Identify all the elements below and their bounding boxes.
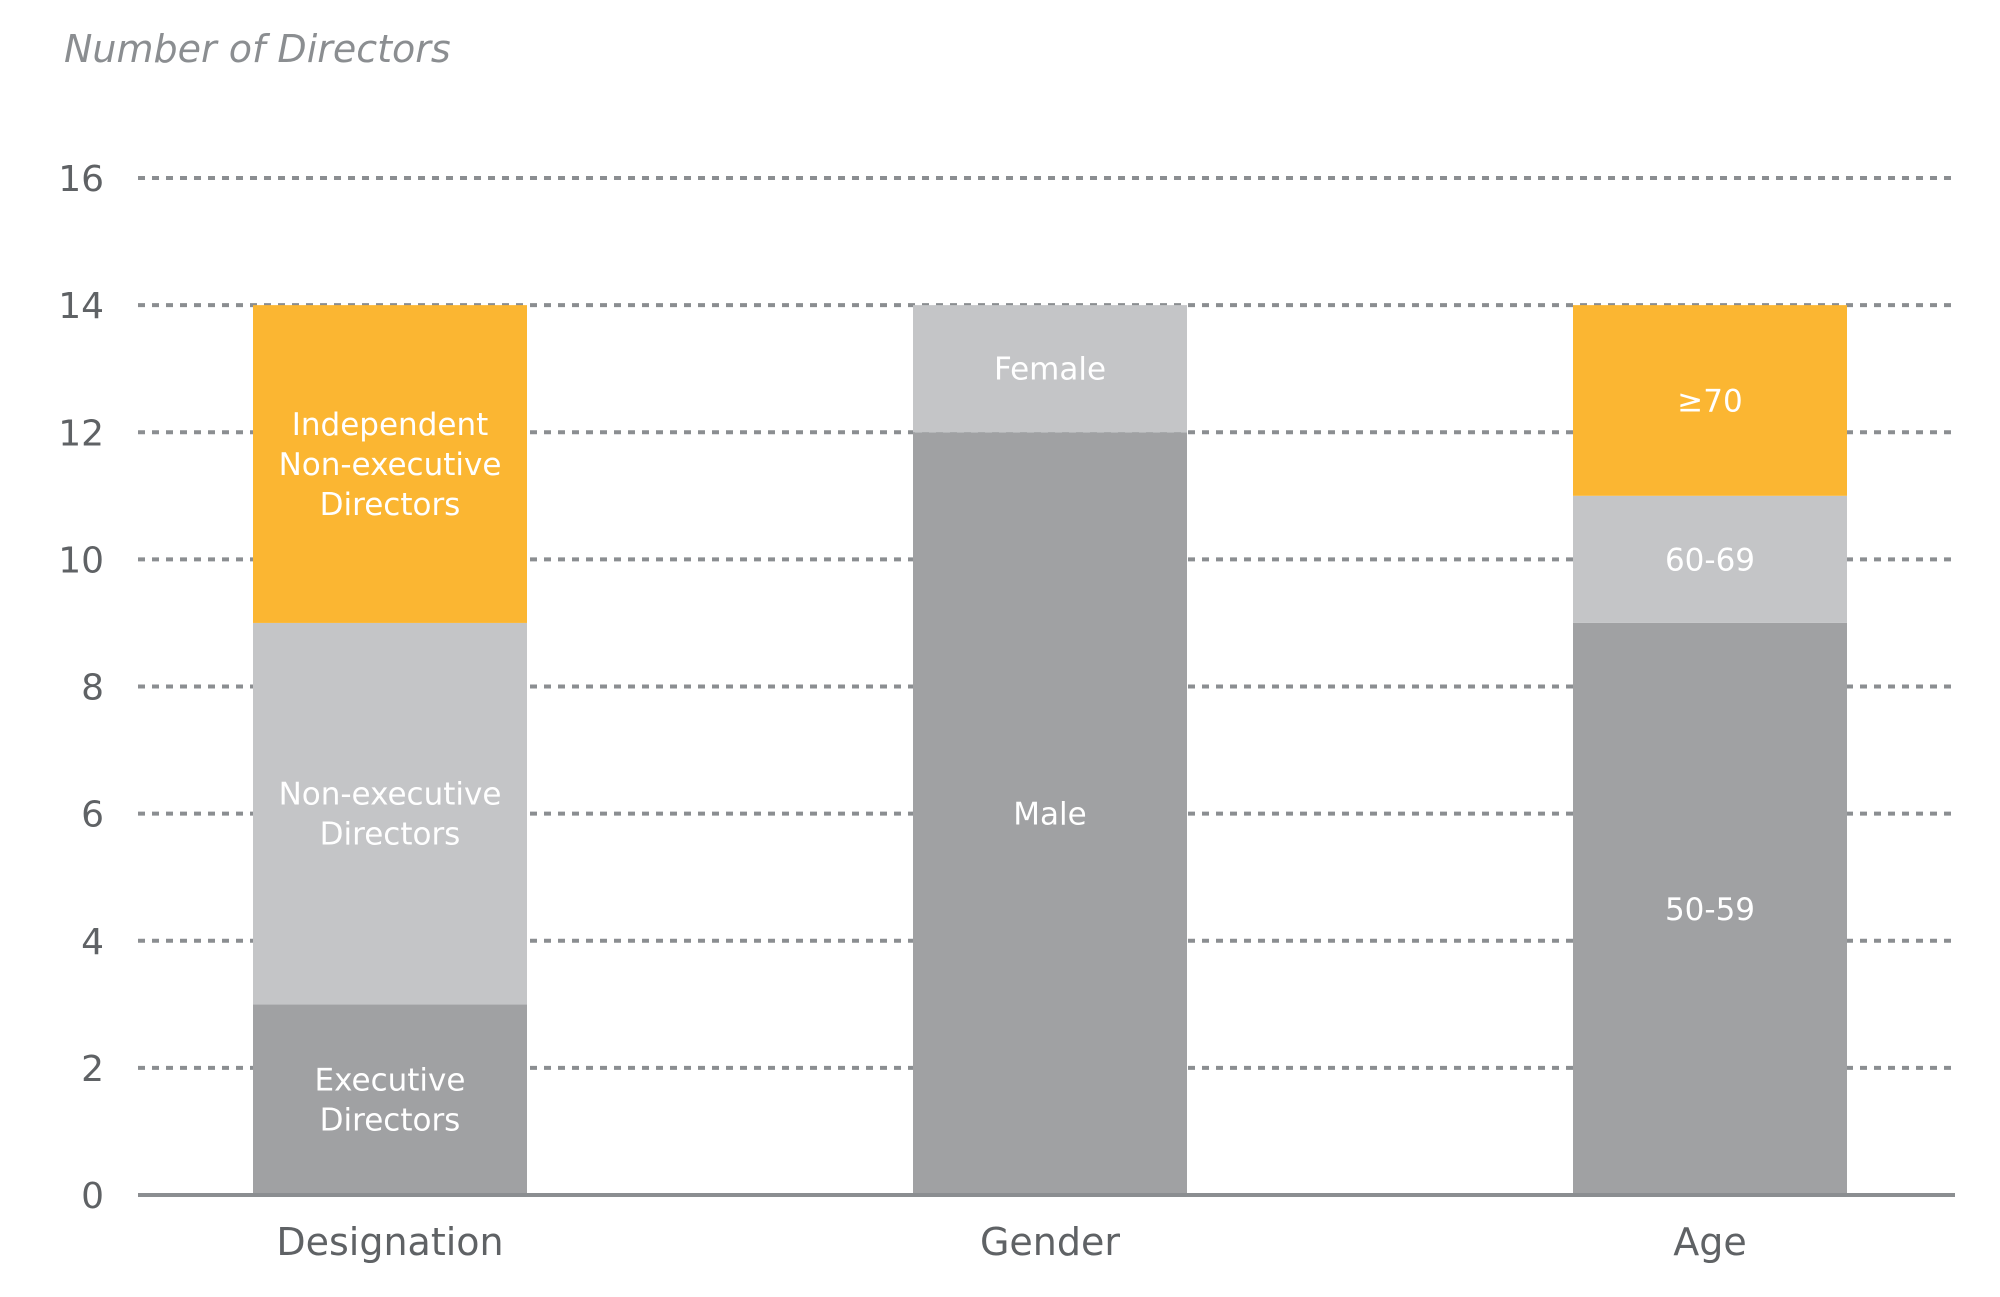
y-axis-title: Number of Directors	[64, 27, 451, 71]
bar-segment	[1573, 305, 1847, 496]
segment-label: Independent Non-executive Directors	[279, 407, 502, 523]
bar-segment	[253, 1004, 527, 1195]
y-tick-label: 14	[58, 286, 104, 327]
segment-label: Executive Directors	[315, 1063, 466, 1139]
y-tick-label: 10	[58, 540, 104, 581]
bar-segment	[1573, 495, 1847, 623]
x-axis-categories: Designation Gender Age	[276, 1220, 1746, 1264]
bar-segment	[253, 622, 527, 1005]
x-category-label: Gender	[980, 1220, 1120, 1264]
bar-stack-gender: Male Female	[913, 305, 1187, 1195]
segment-label: 60-69	[1665, 542, 1755, 578]
y-tick-label: 2	[81, 1049, 104, 1090]
y-tick-label: 8	[81, 668, 104, 709]
y-axis-ticks: 0 2 4 6 8 10 12 14 16	[58, 159, 104, 1217]
bar-stack-age: 50-59 60-69 ≥70	[1573, 305, 1847, 1195]
y-tick-label: 12	[58, 413, 104, 454]
x-category-label: Age	[1673, 1220, 1747, 1264]
bar-stack-designation: Executive Directors Non-executive Directors…	[253, 305, 527, 1195]
y-tick-label: 16	[58, 159, 104, 200]
bar-segment	[913, 305, 1187, 433]
bar-segment	[253, 305, 527, 623]
segment-label: Male	[1013, 797, 1086, 833]
y-tick-label: 4	[81, 922, 104, 963]
segment-label: Female	[994, 352, 1106, 388]
bar-segment	[913, 432, 1187, 1195]
segment-label: ≥70	[1677, 383, 1742, 419]
y-tick-label: 0	[81, 1176, 104, 1217]
x-category-label: Designation	[276, 1220, 503, 1264]
bar-segment	[1573, 622, 1847, 1195]
segment-label: Non-executive Directors	[279, 777, 502, 853]
bars: Executive Directors Non-executive Directors…	[253, 305, 1847, 1195]
segment-label: 50-59	[1665, 892, 1755, 928]
y-tick-label: 6	[81, 795, 104, 836]
